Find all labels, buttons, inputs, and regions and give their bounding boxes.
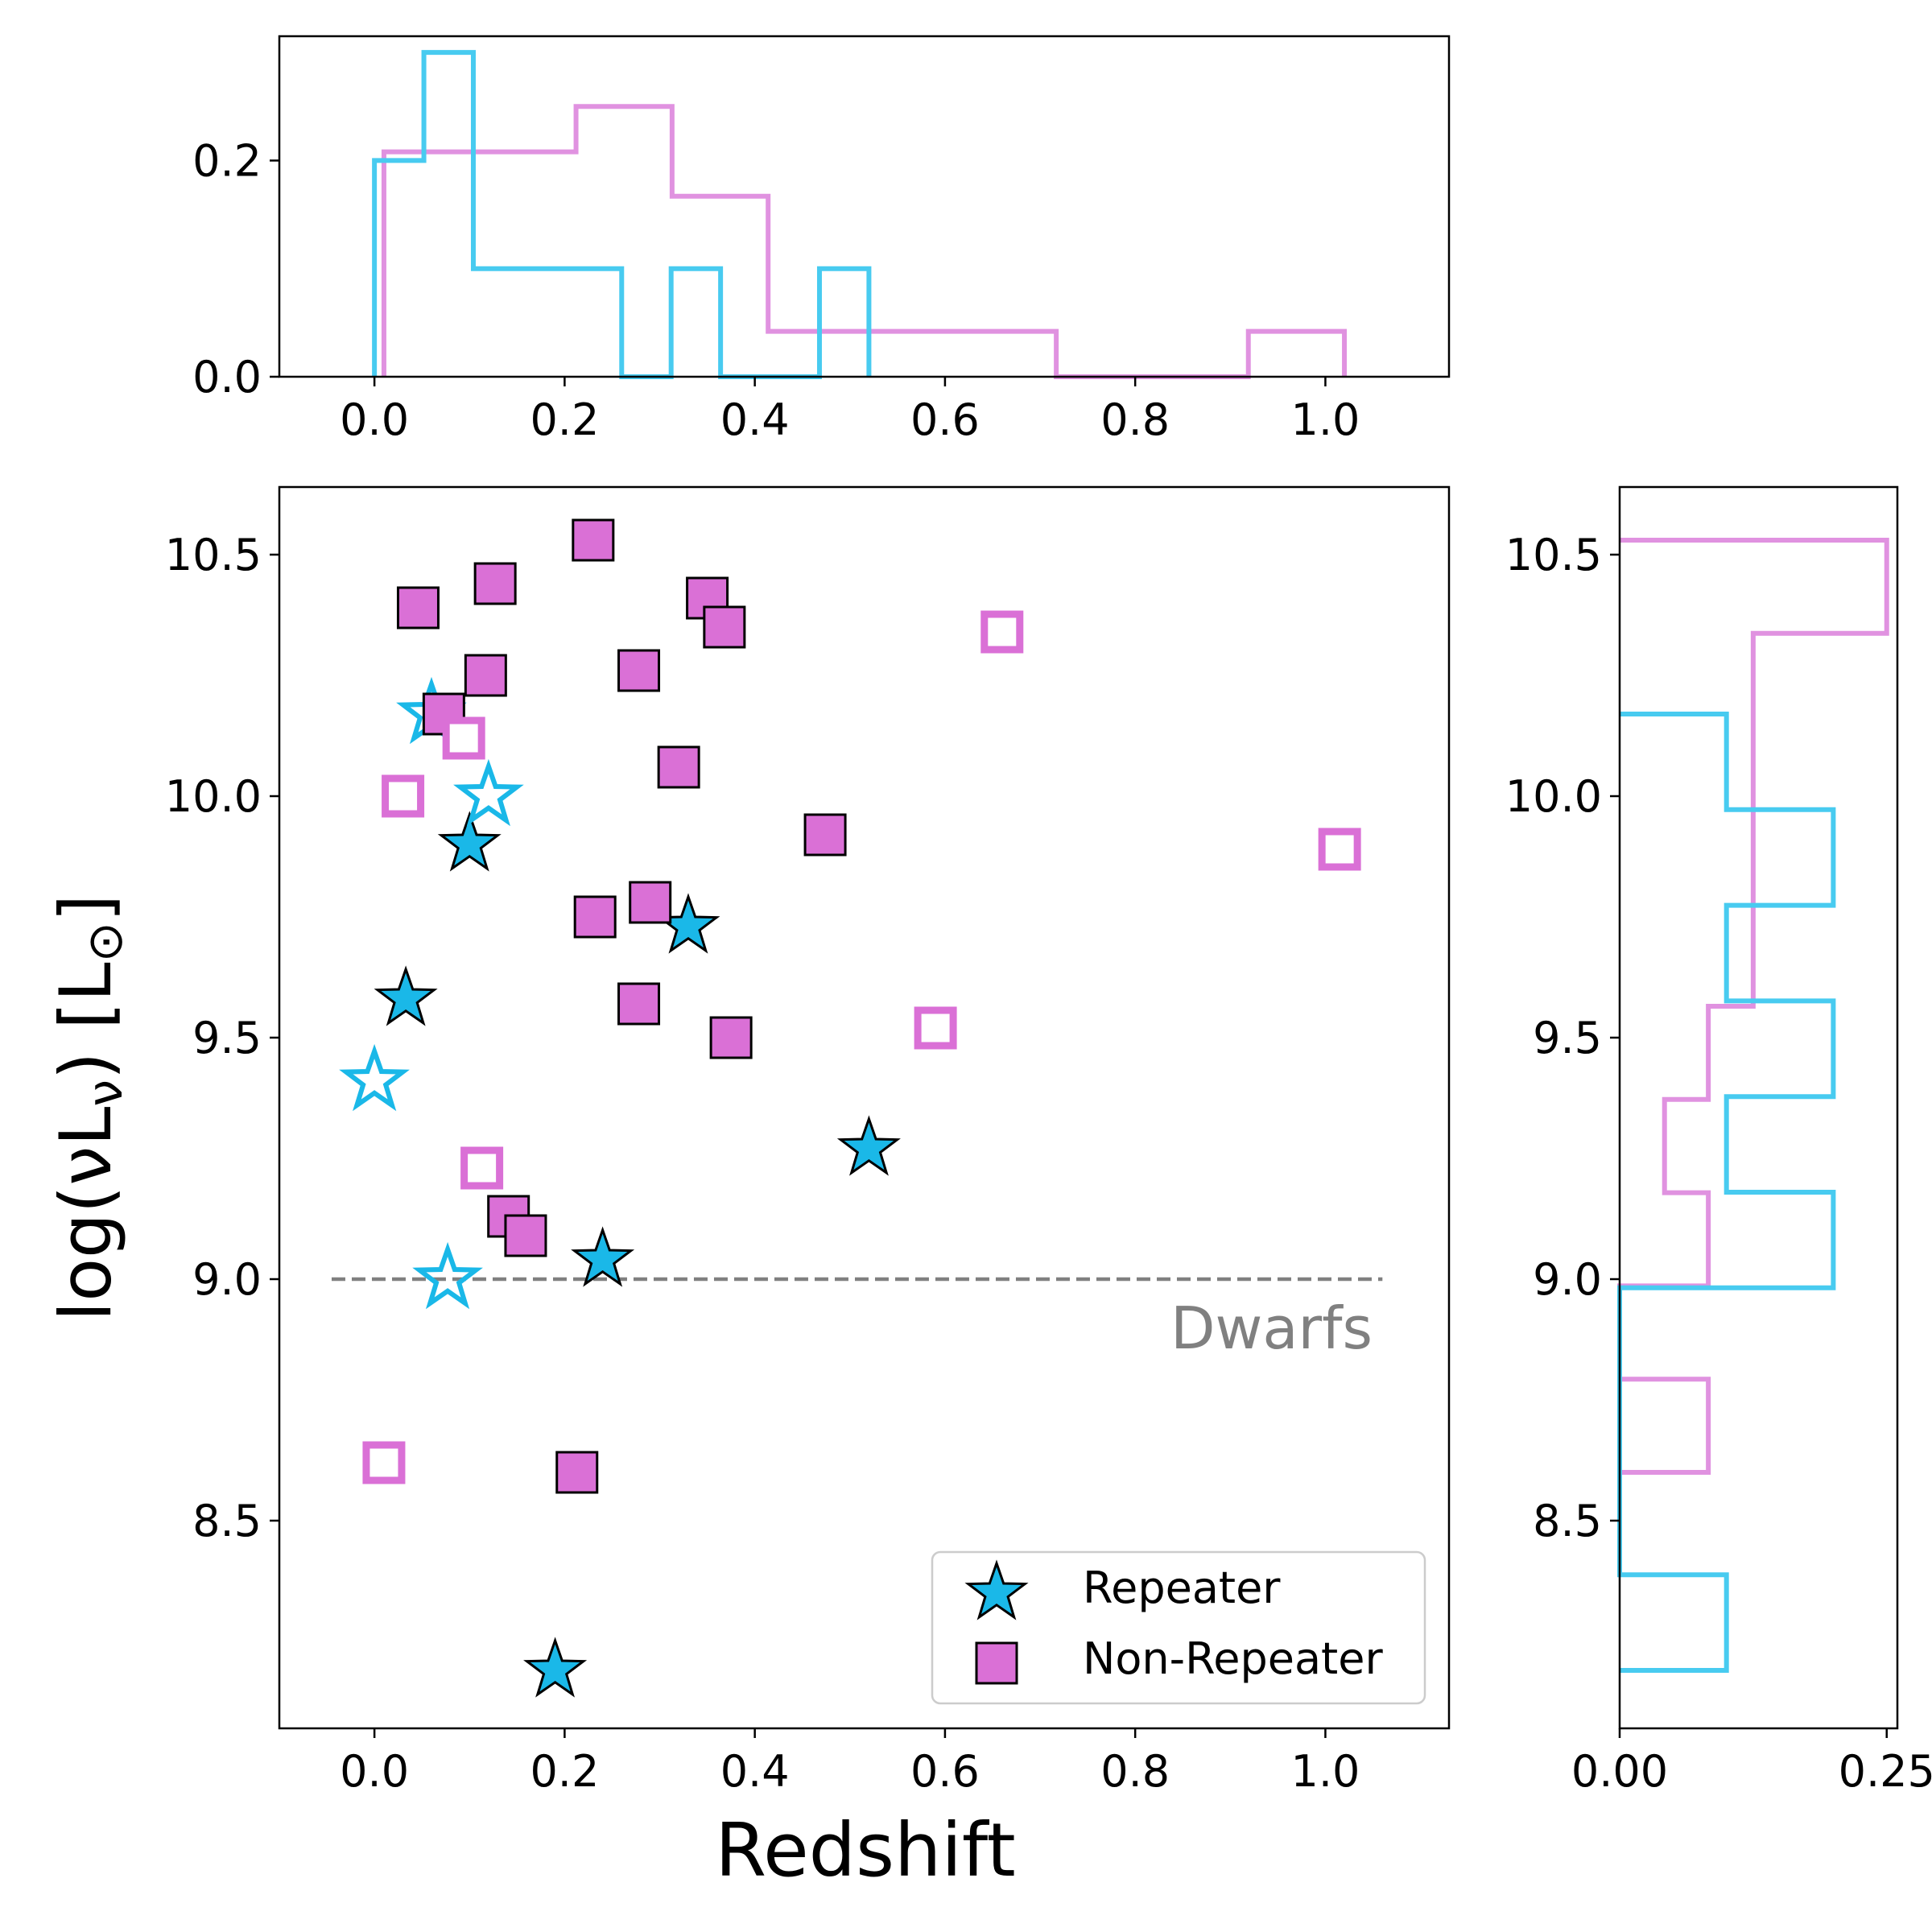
non-repeater-point xyxy=(803,813,847,857)
right-x-tick-label: 0.25 xyxy=(1839,1746,1932,1797)
right-y-tick-label: 8.5 xyxy=(1533,1496,1602,1546)
y-label-unit: ) [L xyxy=(44,962,127,1080)
non-repeater-point xyxy=(617,649,661,692)
repeater-open-point xyxy=(339,1043,410,1112)
non-repeater-open-point xyxy=(460,1146,504,1190)
right-hist-repeater xyxy=(1617,712,1836,1673)
scatter-panel: Dwarfs 0.0 0.2 0.4 0.6 0.8 1.0 8.5 9.0 9.5 10.0 10… xyxy=(44,485,1451,1893)
top-hist-non-repeater xyxy=(381,104,1348,379)
legend-label-non-repeater: Non-Repeater xyxy=(1083,1633,1383,1684)
repeater-open-point xyxy=(453,758,524,827)
right-x-tick-label: 0.00 xyxy=(1571,1746,1668,1797)
main-y-tick-label: 10.5 xyxy=(165,530,262,580)
repeater-open-point xyxy=(412,1241,483,1310)
non-repeater-point xyxy=(573,895,617,939)
main-x-tick-label: 0.8 xyxy=(1100,1746,1170,1797)
non-repeater-open-point xyxy=(362,1441,406,1484)
non-repeater-point xyxy=(629,881,672,924)
non-repeater-point xyxy=(572,518,615,562)
main-y-tick-label: 8.5 xyxy=(192,1496,262,1546)
y-label-sun: ⊙ xyxy=(77,922,134,962)
right-hist-non-repeater xyxy=(1617,538,1889,1475)
non-repeater-open-point xyxy=(382,774,425,818)
non-repeater-point xyxy=(657,745,700,789)
main-x-tick-label: 0.0 xyxy=(340,1746,409,1797)
top-axes-frame xyxy=(278,35,1451,378)
right-y-tick-label: 10.0 xyxy=(1505,771,1602,822)
top-y-tick-label: 0.2 xyxy=(192,135,262,186)
luminosity-histogram-panel: 0.00 0.25 8.5 9.0 9.5 10.0 10.5 xyxy=(1505,485,1932,1797)
non-repeater-open-point xyxy=(1318,828,1361,871)
legend: Repeater Non-Repeater xyxy=(931,1550,1426,1705)
repeater-point xyxy=(437,811,502,872)
top-x-tick-label: 0.2 xyxy=(530,394,599,445)
dwarfs-label: Dwarfs xyxy=(1170,1294,1373,1362)
legend-marker-non-repeater xyxy=(975,1641,1018,1685)
non-repeater-point xyxy=(396,586,440,630)
x-axis-label: Redshift xyxy=(715,1807,1015,1893)
top-y-tick-label: 0.0 xyxy=(192,352,262,402)
non-repeater-open-point xyxy=(442,716,485,760)
non-repeater-point xyxy=(464,654,507,697)
top-x-tick-label: 0.0 xyxy=(340,394,409,445)
repeater-point xyxy=(374,965,438,1026)
redshift-histogram-panel: 0.0 0.2 0.4 0.6 0.8 1.0 0.0 0.2 xyxy=(192,35,1451,445)
y-label-subscript: ν xyxy=(77,1080,134,1107)
main-y-tick-label: 9.5 xyxy=(192,1013,262,1063)
top-x-tick-label: 0.8 xyxy=(1100,394,1170,445)
right-y-tick-label: 9.5 xyxy=(1533,1013,1602,1063)
legend-box xyxy=(931,1550,1426,1705)
top-x-tick-label: 1.0 xyxy=(1290,394,1360,445)
legend-label-repeater: Repeater xyxy=(1083,1563,1281,1613)
non-repeater-point xyxy=(617,982,661,1026)
non-repeater-point xyxy=(709,1016,753,1059)
non-repeater-open-point xyxy=(914,1006,957,1050)
main-x-tick-label: 0.2 xyxy=(530,1746,599,1797)
legend-marker-repeater xyxy=(964,1559,1029,1620)
y-label-end: ] xyxy=(44,894,127,922)
non-repeater-point xyxy=(473,562,517,605)
main-y-tick-label: 10.0 xyxy=(165,771,262,822)
non-repeater-point xyxy=(703,605,746,649)
right-axes-frame xyxy=(1618,485,1899,1730)
top-x-tick-label: 0.4 xyxy=(720,394,790,445)
non-repeater-open-point xyxy=(980,610,1024,654)
main-x-tick-label: 0.4 xyxy=(720,1746,790,1797)
repeater-point xyxy=(571,1226,635,1287)
main-x-tick-label: 0.6 xyxy=(910,1746,980,1797)
top-x-tick-label: 0.6 xyxy=(910,394,980,445)
repeater-point xyxy=(836,1115,901,1176)
y-label-main: log(νL xyxy=(44,1107,127,1322)
repeater-point xyxy=(523,1637,588,1698)
right-y-tick-label: 10.5 xyxy=(1505,530,1602,580)
main-axes-frame xyxy=(278,485,1451,1730)
y-axis-label: log(νLν) [L⊙] xyxy=(44,894,134,1321)
top-hist-repeater xyxy=(372,50,872,379)
main-y-tick-label: 9.0 xyxy=(192,1254,262,1305)
non-repeater-point xyxy=(504,1214,547,1257)
non-repeater-point xyxy=(555,1451,599,1494)
main-x-tick-label: 1.0 xyxy=(1290,1746,1360,1797)
right-y-tick-label: 9.0 xyxy=(1533,1254,1602,1305)
